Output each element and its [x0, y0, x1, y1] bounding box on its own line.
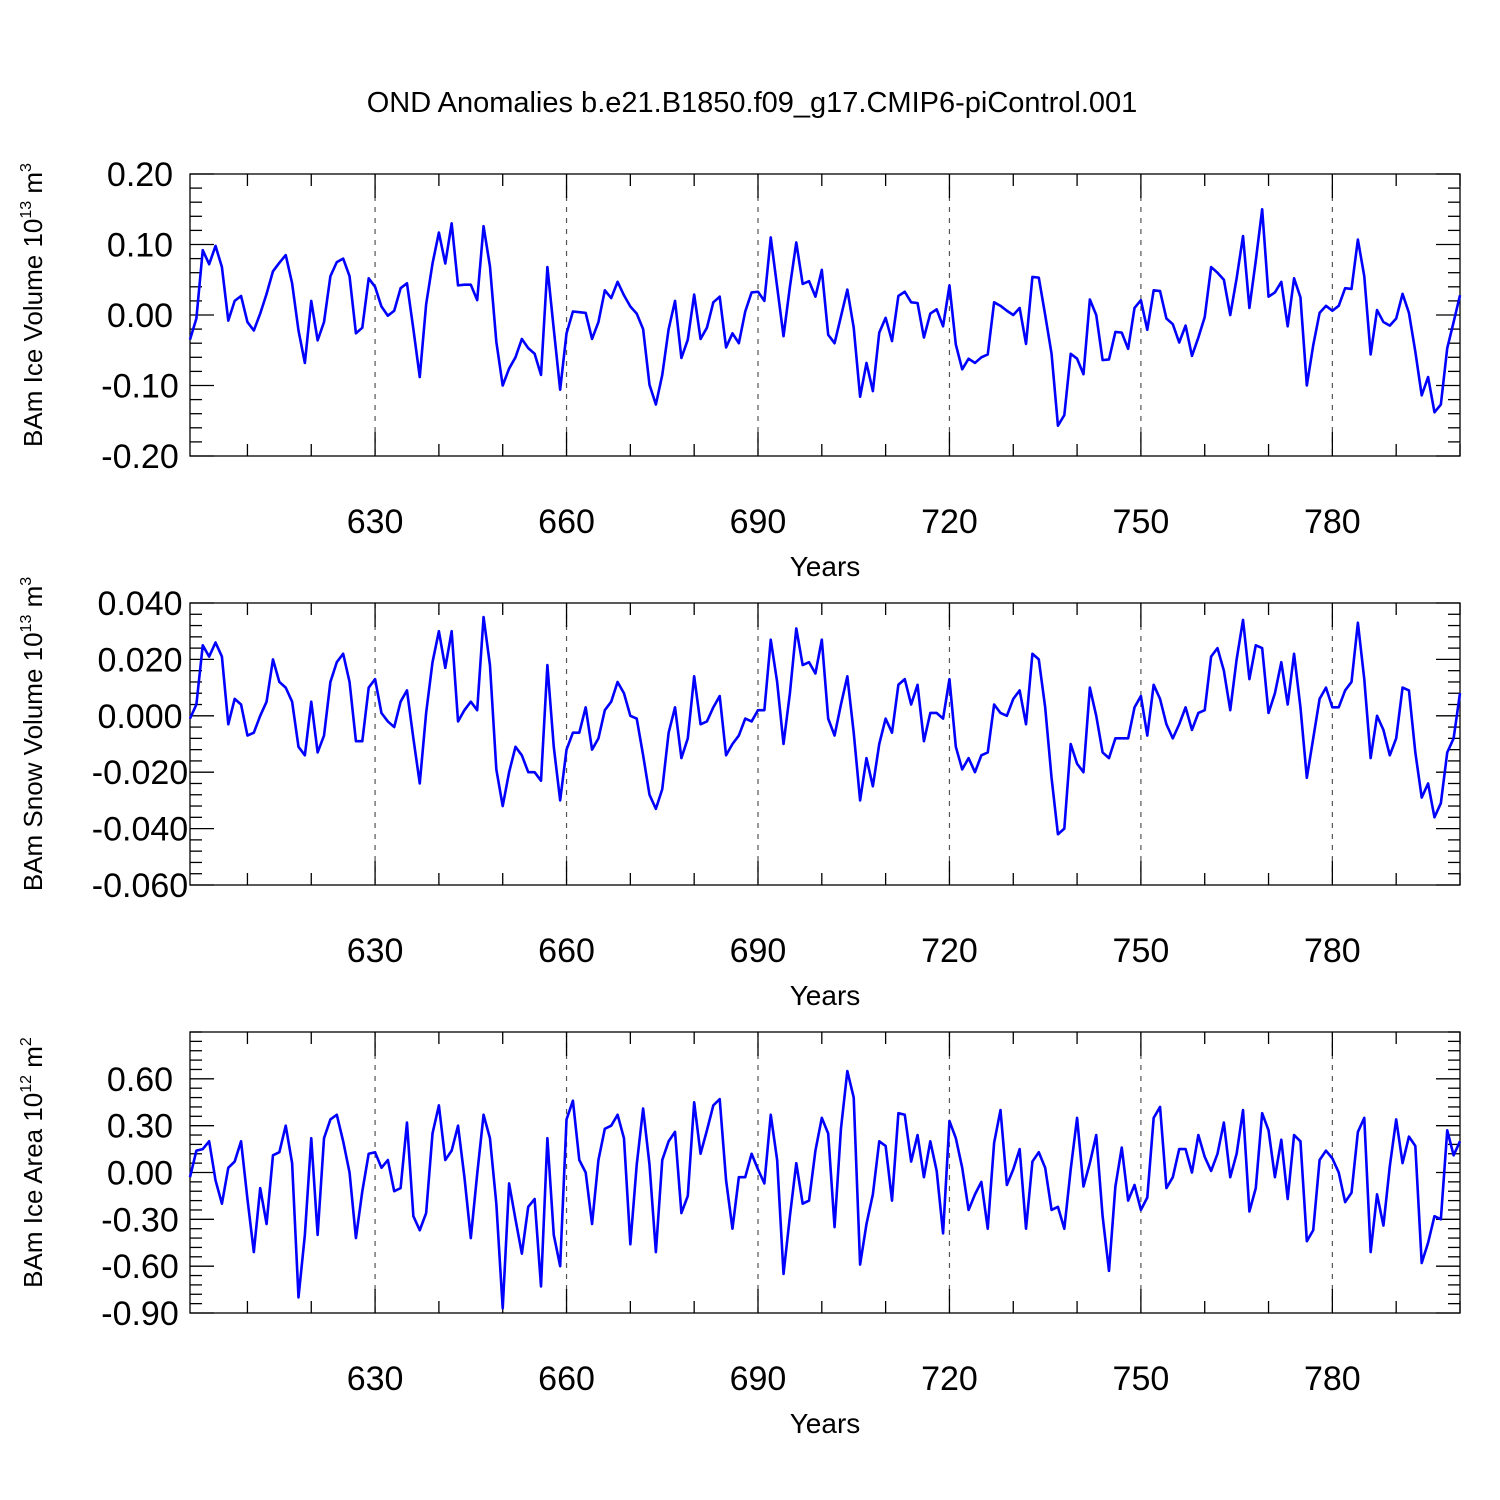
chart-title: OND Anomalies b.e21.B1850.f09_g17.CMIP6-… [367, 87, 1138, 119]
panel-ice-volume: 0.20 0.10 0.00 -0.10 -0.20 630 660 690 720 750 780… [18, 156, 1462, 582]
y-axis-title: BAm Ice Volume 1013 m3 [18, 163, 48, 447]
y-tick-label: 0.040 [97, 585, 182, 623]
y-axis-title-text: BAm Ice Area 10 [18, 1093, 48, 1288]
series-line-ice-volume [188, 207, 1462, 427]
x-tick-label: 630 [347, 932, 404, 970]
y-tick-label: 0.20 [107, 156, 173, 194]
x-tick-label: 720 [921, 932, 978, 970]
y-tick-label: 0.00 [107, 1155, 173, 1193]
y-tick-label: -0.060 [92, 867, 188, 905]
y-axis-title-text: m [18, 172, 48, 201]
x-axis-title: Years [790, 1408, 861, 1439]
y-tick-label: 0.60 [107, 1061, 173, 1099]
x-tick-label: 720 [921, 503, 978, 541]
x-tick-label: 720 [921, 1360, 978, 1398]
x-tick-label: 780 [1304, 503, 1361, 541]
x-tick-label: 750 [1113, 503, 1170, 541]
y-axis-title-exponent: 12 [18, 1075, 35, 1093]
y-tick-label: 0.020 [97, 641, 182, 679]
y-tick-label: 0.30 [107, 1108, 173, 1146]
x-tick-label: 780 [1304, 1360, 1361, 1398]
y-axis-title-text: m [18, 1046, 48, 1075]
series-line-snow-volume [188, 615, 1462, 836]
y-tick-label: -0.040 [92, 811, 188, 849]
y-axis-title-exponent: 13 [18, 201, 35, 219]
x-tick-label: 630 [347, 1360, 404, 1398]
y-tick-label: 0.000 [97, 698, 182, 736]
series-line-ice-area [188, 1069, 1462, 1310]
panel-ice-area: 0.60 0.30 0.00 -0.30 -0.60 -0.90 630 660 690 720 7… [18, 1031, 1462, 1439]
y-axis-title: BAm Ice Area 1012 m2 [18, 1037, 48, 1288]
x-tick-label: 660 [538, 503, 595, 541]
plot-frame [189, 602, 1461, 886]
x-tick-label: 660 [538, 932, 595, 970]
y-axis-title-text: BAm Ice Volume 10 [18, 219, 48, 447]
x-tick-label: 660 [538, 1360, 595, 1398]
x-tick-label: 690 [730, 1360, 787, 1398]
y-tick-label: -0.30 [101, 1201, 179, 1239]
y-axis-title-exponent: 2 [18, 1037, 35, 1046]
x-tick-label: 630 [347, 503, 404, 541]
y-tick-label: -0.90 [101, 1295, 179, 1333]
y-axis-title-exponent: 3 [18, 577, 35, 586]
y-tick-label: -0.020 [92, 754, 188, 792]
y-axis-title-exponent: 13 [18, 615, 35, 633]
x-tick-label: 690 [730, 503, 787, 541]
x-axis-title: Years [790, 551, 861, 582]
y-tick-label: 0.10 [107, 227, 173, 265]
y-axis-title-exponent: 3 [18, 163, 35, 172]
y-tick-label: -0.10 [101, 368, 179, 406]
x-tick-label: 750 [1113, 1360, 1170, 1398]
plot-frame [189, 1031, 1461, 1314]
panels: 0.20 0.10 0.00 -0.10 -0.20 630 660 690 720 750 780… [18, 156, 1462, 1439]
y-tick-label: -0.20 [101, 438, 179, 476]
x-tick-label: 750 [1113, 932, 1170, 970]
y-tick-label: -0.60 [101, 1248, 179, 1286]
y-tick-label: 0.00 [107, 297, 173, 335]
x-tick-label: 690 [730, 932, 787, 970]
y-axis-title-text: m [18, 586, 48, 615]
x-axis-title: Years [790, 980, 861, 1011]
x-tick-label: 780 [1304, 932, 1361, 970]
y-axis-title: BAm Snow Volume 1013 m3 [18, 577, 48, 891]
y-axis-title-text: BAm Snow Volume 10 [18, 632, 48, 891]
panel-snow-volume: 0.040 0.020 0.000 -0.020 -0.040 -0.060 630 660 6… [18, 577, 1462, 1011]
